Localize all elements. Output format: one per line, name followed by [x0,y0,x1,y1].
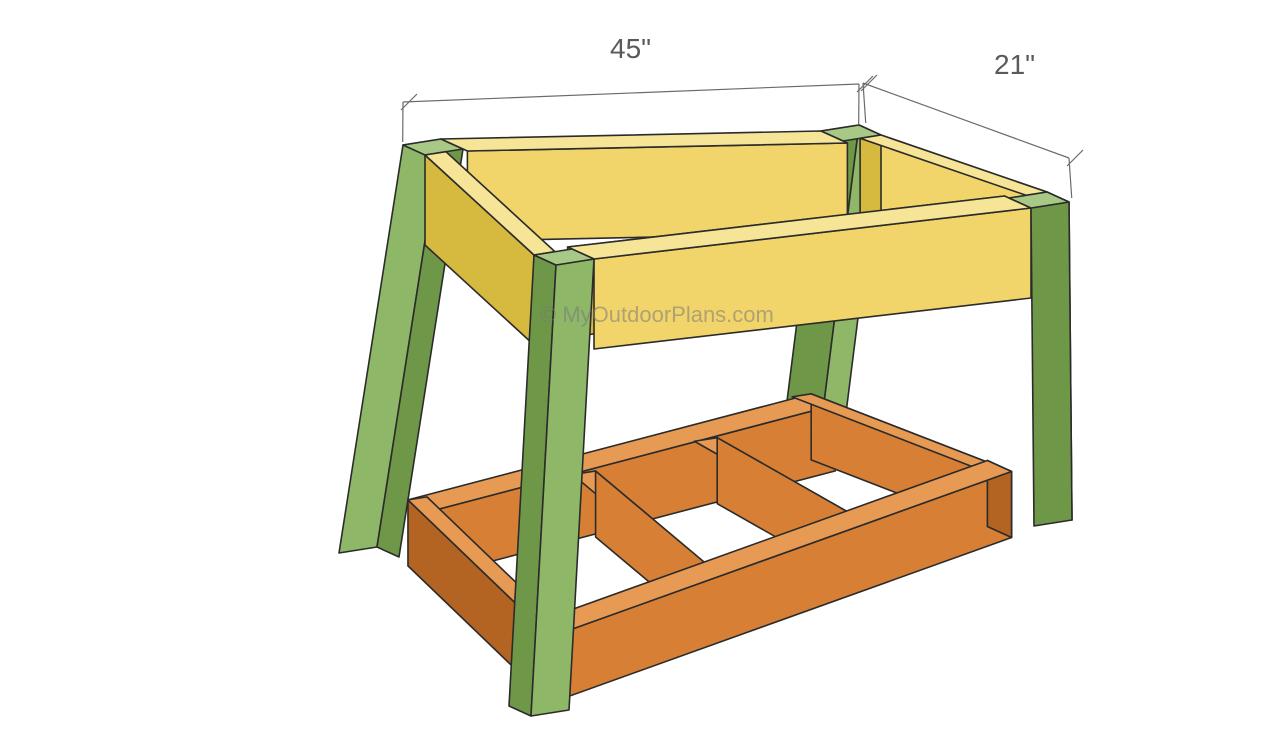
dim-label-0: 45" [610,33,651,64]
frame-drawing: 45" 21" [0,0,1280,756]
leg-front-right-side [1031,202,1072,526]
dim-line-0 [403,84,859,102]
dim-label-1: 21" [994,49,1035,80]
diagram-canvas: 45"21" © MyOutdoorPlans.com [0,0,1280,756]
